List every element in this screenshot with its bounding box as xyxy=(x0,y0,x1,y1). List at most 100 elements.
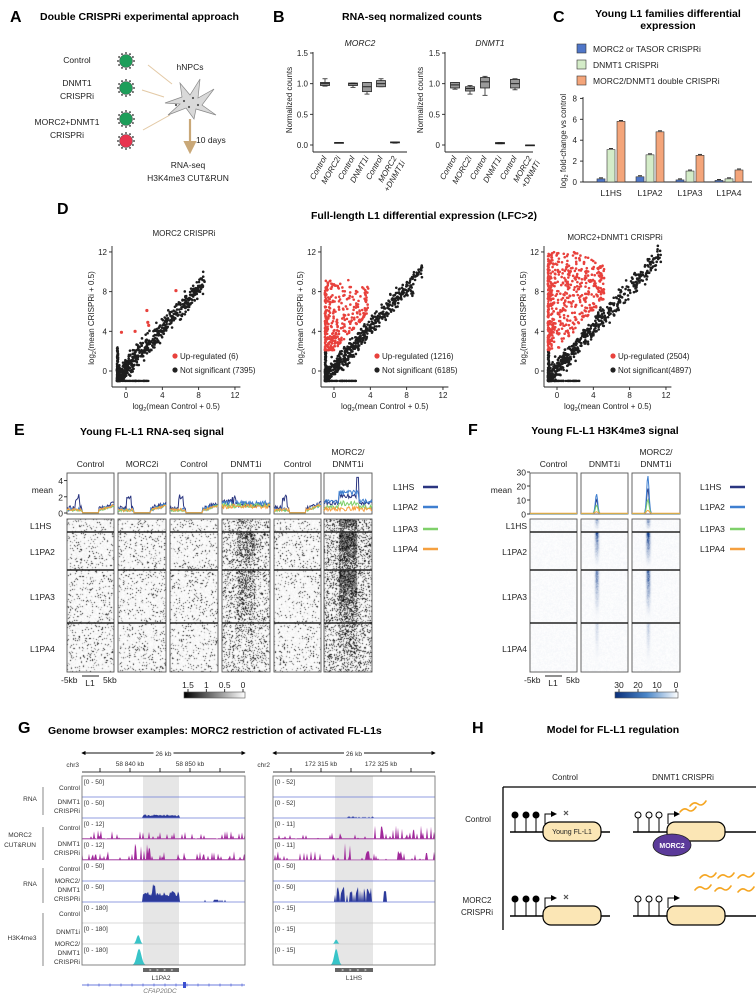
methylated-cpg-icon xyxy=(532,895,540,903)
x-tick-label: 8 xyxy=(627,391,632,400)
scatter-point xyxy=(336,368,340,371)
scatter-point xyxy=(145,351,149,355)
scatter-point xyxy=(330,342,334,345)
green-virus-icon xyxy=(117,52,135,70)
scatter-point xyxy=(619,289,623,292)
scatter-point xyxy=(592,330,595,333)
scatter-point xyxy=(340,338,343,342)
scatter-point xyxy=(592,295,596,298)
scatter-point xyxy=(138,379,142,383)
scatter-point xyxy=(125,365,128,368)
scatter-point xyxy=(549,280,552,284)
scatter-point xyxy=(591,278,595,282)
scatter-point xyxy=(547,336,550,340)
scatter-point xyxy=(326,379,329,383)
scatter-point xyxy=(330,285,334,289)
scatter-point xyxy=(405,280,409,284)
scatter-point xyxy=(341,307,345,310)
scatter-point xyxy=(566,259,569,263)
scatter-point xyxy=(153,333,157,337)
panel-label-b: B xyxy=(273,9,285,26)
y-tick-label: 30 xyxy=(517,468,527,478)
scatter-point xyxy=(581,311,584,315)
scatter-point xyxy=(646,259,650,262)
virus-spike xyxy=(131,136,134,138)
scatter-point xyxy=(618,294,622,297)
scatter-point xyxy=(560,298,563,301)
scatter-point xyxy=(558,319,562,323)
scatter-point xyxy=(387,299,390,303)
legend-label: Not significant (7395) xyxy=(180,366,256,375)
track-range: [0 - 180] xyxy=(84,947,108,954)
mean-profile-line-l1pa4 xyxy=(221,503,271,510)
scatter-point xyxy=(170,319,174,322)
scatter-point xyxy=(601,282,605,286)
y-axis-label-subscript: 2 xyxy=(524,351,530,354)
scatter-point xyxy=(562,360,565,364)
scatter-point xyxy=(634,273,638,277)
scatter-point xyxy=(551,334,554,337)
legend-dot xyxy=(610,353,616,359)
scatter-point xyxy=(375,325,379,328)
track-group-label: RNA xyxy=(23,881,37,888)
scatter-point xyxy=(599,292,603,296)
scatter-point xyxy=(163,316,167,319)
scatter-point xyxy=(334,362,337,366)
span-label-bg xyxy=(153,749,174,757)
scatter-point xyxy=(583,341,587,344)
scatter-point xyxy=(364,308,367,312)
scatter-point xyxy=(553,268,557,272)
scatter-point xyxy=(329,295,333,299)
scatter-point xyxy=(201,270,205,274)
scatter-point xyxy=(366,287,370,290)
scatter-point xyxy=(341,286,344,289)
scatter-point xyxy=(336,364,340,367)
scatter-point xyxy=(356,315,359,319)
y-tick-label: 8 xyxy=(535,288,540,297)
y-tick-label: 1.5 xyxy=(297,49,309,58)
scatter-point xyxy=(557,257,561,260)
scatter-point xyxy=(115,365,119,369)
mean-profile-box xyxy=(169,472,219,515)
scatter-point xyxy=(328,346,332,350)
scatter-point xyxy=(392,309,396,312)
scatter-point xyxy=(586,256,590,260)
scatter-point xyxy=(411,277,414,281)
scatter-point xyxy=(554,366,558,369)
scatter-point xyxy=(136,347,140,351)
scatter-point xyxy=(364,325,368,329)
scatter-point xyxy=(343,379,347,383)
readout-cutrun: H3K4me3 CUT&RUN xyxy=(147,173,229,183)
scatter-point xyxy=(135,360,139,364)
scatter-point xyxy=(328,297,331,301)
scatter-point xyxy=(611,302,615,305)
panel-label-e: E xyxy=(14,422,25,439)
scatter-point xyxy=(343,353,347,356)
scatter-point xyxy=(375,310,378,313)
scatter-point xyxy=(410,292,413,295)
h3k4me3-heatmap: Control DNMT1i MORC2/DNMT1i mean 0 10 20 30 L1HS… xyxy=(491,447,745,699)
scatter-point xyxy=(160,326,164,330)
scatter-point xyxy=(645,278,648,281)
scatter-point xyxy=(576,293,580,297)
mean-profile-line-l1hs xyxy=(632,488,680,515)
scatter-point xyxy=(185,305,189,309)
scatter-point xyxy=(561,281,565,285)
legend-dot xyxy=(610,367,616,373)
mean-profile-line-l1pa4 xyxy=(581,511,628,514)
scatter-point xyxy=(592,305,596,309)
scatter-point xyxy=(354,306,358,309)
scatter-point xyxy=(329,344,332,347)
legend-label: L1PA3 xyxy=(700,524,725,534)
scatter-point xyxy=(119,379,122,383)
scatter-point xyxy=(643,265,647,268)
scatter-point xyxy=(360,331,363,335)
scatter-point xyxy=(565,281,569,285)
scatter-point xyxy=(324,300,327,303)
condition-double-line2: CRISPRi xyxy=(50,130,84,140)
scatter-point xyxy=(569,357,573,361)
scatter-point xyxy=(337,308,341,311)
scatter-point xyxy=(358,338,361,341)
regulation-scenario xyxy=(633,800,756,857)
